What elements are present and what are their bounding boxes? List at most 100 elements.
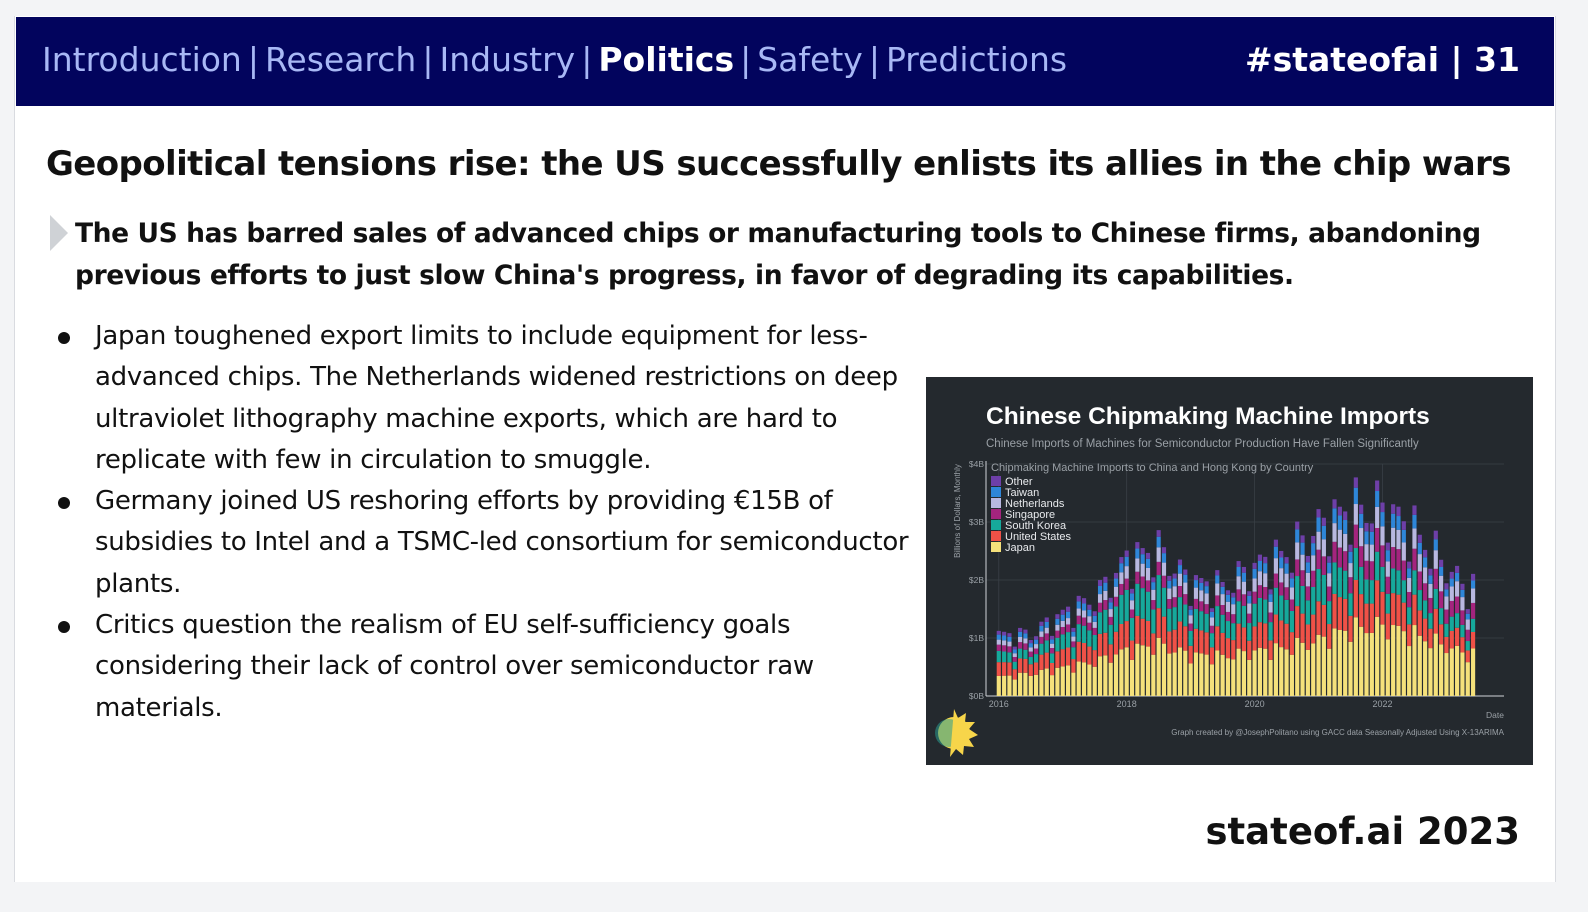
bar-segment-japan xyxy=(1225,658,1231,696)
bar-segment-other xyxy=(1332,499,1337,509)
bar-segment-japan xyxy=(1103,655,1108,696)
bar-segment-netherlands xyxy=(1177,573,1183,587)
nav-item-predictions[interactable]: Predictions xyxy=(885,40,1068,79)
bar-segment-other xyxy=(1423,549,1428,558)
bar-segment-taiwan xyxy=(1135,548,1140,559)
bar-segment-singapore xyxy=(1412,548,1417,571)
bar-segment-taiwan xyxy=(1444,589,1449,597)
bar-segment-other xyxy=(1375,480,1380,492)
bar-segment-south-korea xyxy=(1140,588,1145,619)
bar-segment-taiwan xyxy=(1172,578,1177,587)
bar-segment-other xyxy=(1060,609,1065,615)
bar-segment-other xyxy=(1071,627,1076,632)
bar-segment-other xyxy=(1444,583,1449,590)
bar-segment-japan xyxy=(1209,664,1215,696)
bar-segment-netherlands xyxy=(1231,604,1236,615)
bar-segment-singapore xyxy=(1193,598,1199,609)
slide-title: Geopolitical tensions rise: the US succe… xyxy=(46,144,1511,184)
bar-segment-japan xyxy=(1241,651,1247,696)
bar-segment-other xyxy=(1241,566,1247,573)
bar-segment-japan xyxy=(1401,631,1406,696)
bar-segment-other xyxy=(1257,554,1263,561)
bar-segment-japan xyxy=(1316,634,1321,696)
bar-segment-japan xyxy=(1423,641,1428,696)
bar-segment-singapore xyxy=(1103,600,1108,610)
bar-segment-japan xyxy=(1321,636,1326,696)
bar-segment-netherlands xyxy=(1412,528,1417,549)
bar-segment-south-korea xyxy=(1193,608,1199,629)
bar-segment-japan xyxy=(1076,661,1081,696)
bar-segment-south-korea xyxy=(1209,633,1215,648)
bar-segment-taiwan xyxy=(1321,525,1326,540)
bar-segment-japan xyxy=(1044,668,1049,696)
bar-segment-south-korea xyxy=(1401,580,1406,603)
bar-segment-singapore xyxy=(1007,646,1012,653)
bar-segment-netherlands xyxy=(1417,554,1422,572)
bar-segment-netherlands xyxy=(1199,590,1204,602)
nav-item-politics[interactable]: Politics xyxy=(598,40,735,79)
nav-item-industry[interactable]: Industry xyxy=(439,40,576,79)
bar-segment-japan xyxy=(1295,637,1300,696)
bar-segment-singapore xyxy=(1332,541,1337,563)
bar-segment-united-states xyxy=(1247,640,1252,660)
bar-segment-japan xyxy=(1471,648,1476,696)
lead-arrow-icon xyxy=(50,215,68,251)
y-axis-label: Billions of Dollars, Monthly xyxy=(953,464,962,558)
bar-segment-netherlands xyxy=(1183,582,1188,595)
bar-segment-taiwan xyxy=(1353,487,1358,505)
nav-item-introduction[interactable]: Introduction xyxy=(42,40,242,79)
nav-separator: | xyxy=(581,40,593,79)
bar-segment-other xyxy=(1135,542,1140,549)
bar-segment-south-korea xyxy=(1433,588,1438,609)
bar-segment-singapore xyxy=(1002,645,1007,652)
bar-segment-taiwan xyxy=(1145,558,1151,568)
bar-segment-netherlands xyxy=(1225,601,1231,612)
bar-segment-taiwan xyxy=(1081,603,1087,611)
bar-segment-netherlands xyxy=(1103,590,1108,601)
bar-segment-taiwan xyxy=(1385,550,1390,562)
bar-segment-united-states xyxy=(1316,601,1321,635)
bar-segment-japan xyxy=(1097,656,1103,696)
bar-segment-japan xyxy=(1167,653,1172,696)
bar-segment-japan xyxy=(1183,650,1188,696)
bar-segment-united-states xyxy=(1145,620,1151,647)
bar-segment-united-states xyxy=(1204,632,1209,655)
bar-segment-united-states xyxy=(1348,615,1353,642)
bar-segment-taiwan xyxy=(1060,614,1065,621)
bar-segment-japan xyxy=(1135,643,1140,696)
nav-item-research[interactable]: Research xyxy=(264,40,417,79)
bar-segment-taiwan xyxy=(1236,566,1241,577)
bar-segment-netherlands xyxy=(1065,618,1071,625)
bar-segment-taiwan xyxy=(1055,618,1060,625)
bar-segment-japan xyxy=(1204,654,1209,696)
y-tick-label: $1B xyxy=(969,633,984,643)
bar-segment-other xyxy=(1380,502,1385,513)
bar-segment-netherlands xyxy=(1156,547,1161,562)
nav-item-safety[interactable]: Safety xyxy=(757,40,863,79)
bar-segment-japan xyxy=(1092,666,1097,696)
bar-segment-other xyxy=(1076,595,1081,602)
bar-segment-singapore xyxy=(1380,545,1385,567)
bar-segment-japan xyxy=(1188,663,1193,696)
bar-segment-south-korea xyxy=(1119,594,1124,624)
bar-segment-south-korea xyxy=(1188,630,1193,646)
bar-segment-taiwan xyxy=(1369,531,1374,545)
bar-segment-taiwan xyxy=(1279,557,1284,569)
bar-segment-taiwan xyxy=(1428,575,1433,584)
bar-segment-japan xyxy=(1359,626,1364,696)
legend-label: Singapore xyxy=(1005,509,1055,521)
bar-segment-other xyxy=(1316,509,1321,518)
bar-segment-singapore xyxy=(1183,594,1188,605)
bar-segment-netherlands xyxy=(1428,583,1433,598)
bar-segment-japan xyxy=(1460,652,1465,696)
bar-segment-taiwan xyxy=(1268,594,1273,602)
bar-segment-taiwan xyxy=(1391,513,1396,528)
bar-segment-taiwan xyxy=(1140,554,1145,564)
bar-segment-south-korea xyxy=(1396,570,1401,595)
bar-segment-taiwan xyxy=(1401,529,1406,543)
bar-segment-united-states xyxy=(1018,658,1023,673)
bar-segment-united-states xyxy=(1289,632,1294,655)
bar-segment-japan xyxy=(1455,645,1460,696)
bar-segment-japan xyxy=(1332,628,1337,696)
bar-segment-taiwan xyxy=(1439,566,1444,576)
